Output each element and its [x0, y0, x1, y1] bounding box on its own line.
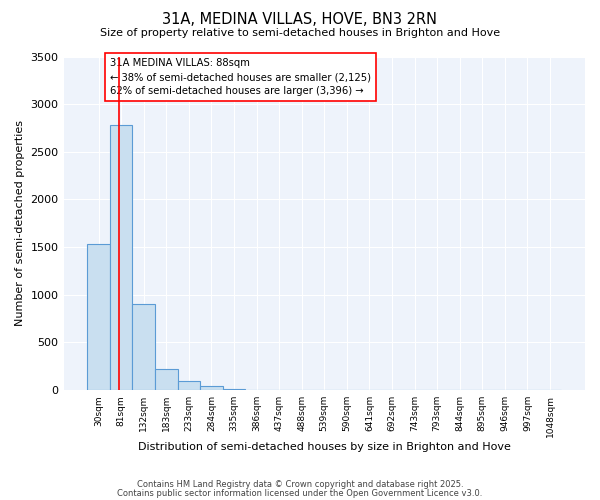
Bar — [133, 304, 155, 390]
Bar — [223, 388, 245, 390]
Bar — [110, 125, 133, 390]
Text: 31A MEDINA VILLAS: 88sqm
← 38% of semi-detached houses are smaller (2,125)
62% o: 31A MEDINA VILLAS: 88sqm ← 38% of semi-d… — [110, 58, 371, 96]
X-axis label: Distribution of semi-detached houses by size in Brighton and Hove: Distribution of semi-detached houses by … — [138, 442, 511, 452]
Bar — [178, 380, 200, 390]
Bar — [155, 369, 178, 390]
Y-axis label: Number of semi-detached properties: Number of semi-detached properties — [15, 120, 25, 326]
Text: 31A, MEDINA VILLAS, HOVE, BN3 2RN: 31A, MEDINA VILLAS, HOVE, BN3 2RN — [163, 12, 437, 28]
Text: Contains HM Land Registry data © Crown copyright and database right 2025.: Contains HM Land Registry data © Crown c… — [137, 480, 463, 489]
Bar — [200, 386, 223, 390]
Text: Size of property relative to semi-detached houses in Brighton and Hove: Size of property relative to semi-detach… — [100, 28, 500, 38]
Text: Contains public sector information licensed under the Open Government Licence v3: Contains public sector information licen… — [118, 488, 482, 498]
Bar — [87, 244, 110, 390]
